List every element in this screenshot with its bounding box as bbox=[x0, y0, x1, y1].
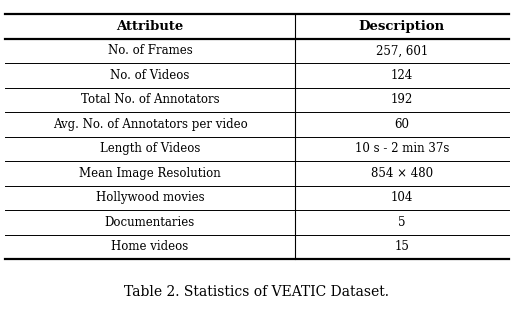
Text: 10 s - 2 min 37s: 10 s - 2 min 37s bbox=[355, 142, 449, 155]
Text: 104: 104 bbox=[391, 191, 413, 204]
Text: Home videos: Home videos bbox=[112, 240, 189, 253]
Text: Length of Videos: Length of Videos bbox=[100, 142, 200, 155]
Text: 124: 124 bbox=[391, 69, 413, 82]
Text: Hollywood movies: Hollywood movies bbox=[96, 191, 204, 204]
Text: Mean Image Resolution: Mean Image Resolution bbox=[79, 167, 221, 180]
Text: Attribute: Attribute bbox=[116, 20, 183, 33]
Text: 5: 5 bbox=[398, 216, 406, 229]
Text: 257, 601: 257, 601 bbox=[376, 44, 428, 57]
Text: 192: 192 bbox=[391, 93, 413, 106]
Text: Avg. No. of Annotators per video: Avg. No. of Annotators per video bbox=[52, 118, 247, 131]
Text: Documentaries: Documentaries bbox=[105, 216, 195, 229]
Text: 854 × 480: 854 × 480 bbox=[371, 167, 433, 180]
Text: Table 2. Statistics of VEATIC Dataset.: Table 2. Statistics of VEATIC Dataset. bbox=[124, 285, 390, 299]
Text: 60: 60 bbox=[394, 118, 409, 131]
Text: Description: Description bbox=[359, 20, 445, 33]
Text: 15: 15 bbox=[394, 240, 409, 253]
Text: Total No. of Annotators: Total No. of Annotators bbox=[81, 93, 219, 106]
Text: No. of Videos: No. of Videos bbox=[111, 69, 190, 82]
Text: No. of Frames: No. of Frames bbox=[107, 44, 192, 57]
